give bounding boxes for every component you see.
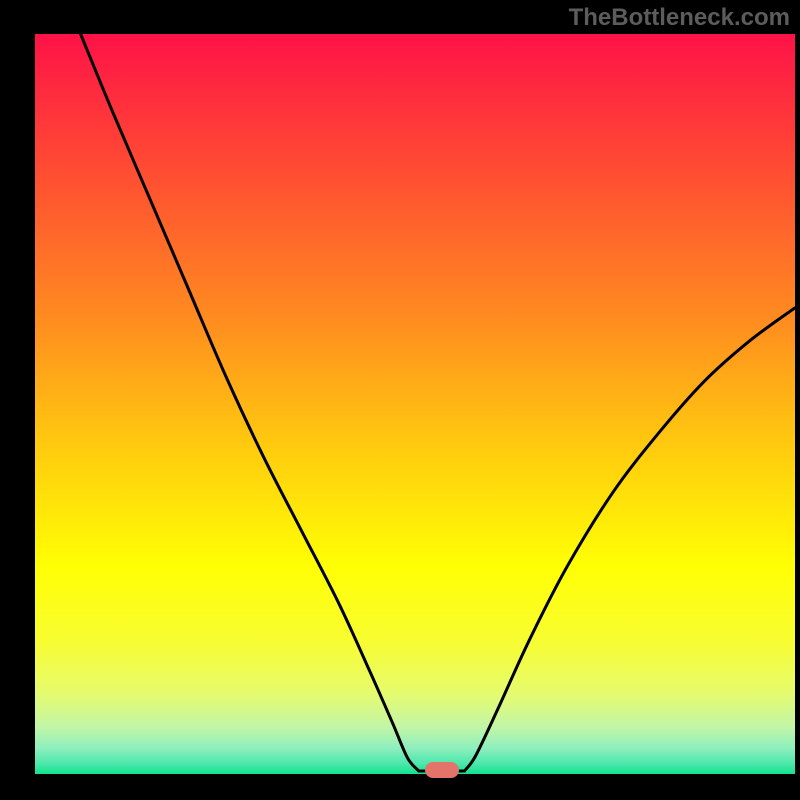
chart-container: TheBottleneck.com bbox=[0, 0, 800, 800]
watermark-text: TheBottleneck.com bbox=[569, 4, 790, 32]
optimum-marker bbox=[425, 762, 459, 778]
bottleneck-curve bbox=[0, 0, 800, 800]
